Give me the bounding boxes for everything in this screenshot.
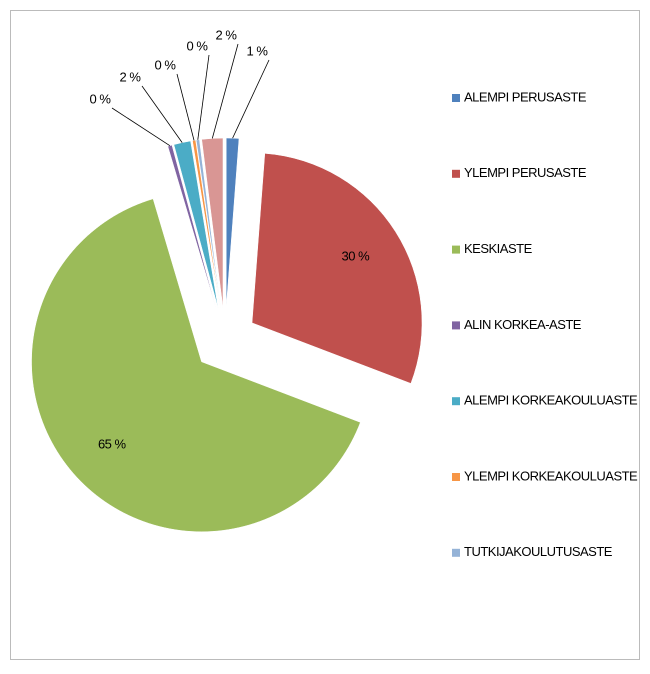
legend-swatch (452, 548, 460, 557)
pie-slice (225, 137, 240, 309)
leader-line (211, 43, 239, 139)
pie-slice (251, 153, 423, 384)
data-label: 2 % (216, 27, 238, 42)
legend-swatch (452, 473, 460, 481)
data-label: 0 % (90, 91, 112, 106)
pie-slice (173, 140, 219, 309)
leader-line (141, 85, 183, 143)
data-label: 0 % (187, 38, 209, 53)
legend-label: KESKIASTE (464, 241, 533, 256)
data-label: 0 % (155, 57, 177, 72)
legend-swatch (452, 245, 460, 254)
legend-label: YLEMPI PERUSASTE (464, 165, 587, 180)
data-label: 2 % (120, 69, 142, 84)
legend-swatch (452, 169, 460, 178)
data-label: 65 % (98, 436, 127, 451)
legend-label: ALEMPI PERUSASTE (464, 89, 587, 104)
pie-slice (195, 139, 221, 309)
leader-line (232, 59, 270, 139)
legend-swatch (452, 321, 460, 330)
legend-label: ALEMPI KORKEAKOULUASTE (464, 393, 638, 408)
leader-line (176, 73, 195, 141)
legend-label: TUTKIJAKOULUTUSASTE (464, 544, 613, 559)
leader-line (111, 107, 171, 147)
pie-slice (201, 137, 224, 309)
legend-label: ALIN KORKEA-ASTE (464, 317, 582, 332)
leader-line (197, 54, 210, 140)
legend-swatch (452, 94, 460, 102)
data-label: 30 % (342, 249, 371, 264)
legend-label: YLEMPI KORKEAKOULUASTE (464, 468, 638, 483)
legend-swatch (452, 397, 460, 406)
data-label: 1 % (247, 43, 269, 58)
pie-slice (31, 198, 361, 533)
